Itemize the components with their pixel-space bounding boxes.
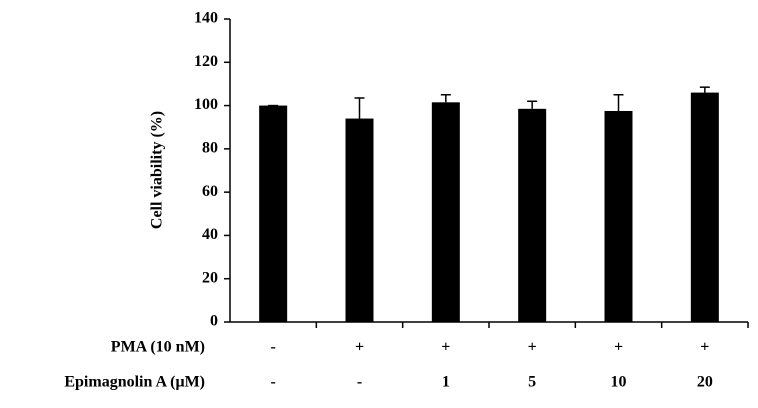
condition-label: + [700,339,709,356]
condition-label: + [614,339,623,356]
condition-label: + [441,339,450,356]
condition-label: 5 [528,374,536,391]
bar [690,92,719,322]
bar [259,105,288,322]
bar [431,102,460,322]
bar [604,110,633,322]
condition-label: + [355,339,364,356]
condition-label: - [271,374,276,391]
row-label: PMA (10 nM) [111,339,205,356]
bar [518,108,547,322]
condition-label: 10 [611,374,627,391]
y-tick-label: 40 [202,226,218,243]
y-tick-label: 120 [194,53,218,70]
condition-label: - [357,374,362,391]
bar [345,118,374,322]
y-tick-label: 20 [202,269,218,286]
y-tick-label: 0 [210,313,218,330]
y-tick-label: 80 [202,140,218,157]
condition-label: - [271,339,276,356]
y-tick-label: 100 [194,96,218,113]
row-label: Epimagnolin A (μM) [64,374,205,391]
y-tick-label: 60 [202,183,218,200]
condition-label: + [528,339,537,356]
y-tick-label: 140 [194,10,218,27]
condition-label: 1 [442,374,450,391]
condition-label: 20 [697,374,713,391]
y-axis-label: Cell viability (%) [149,111,166,229]
